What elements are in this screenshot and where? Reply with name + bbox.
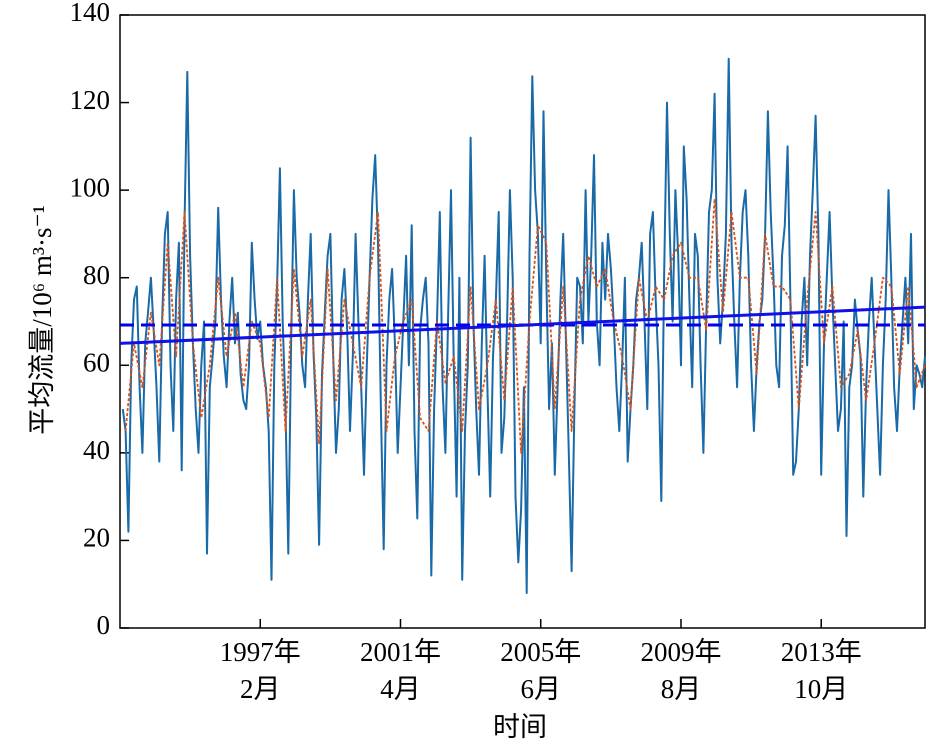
x-axis-label: 时间 [493,712,547,742]
x-tick-label: 1997年 [220,637,301,667]
x-tick-label: 10月 [794,674,848,704]
plot-frame [119,14,926,629]
x-tick-label: 2013年 [781,637,862,667]
y-tick-label: 60 [83,347,110,377]
series-line [119,305,926,345]
x-tick-label: 8月 [661,674,702,704]
x-tick-label: 4月 [380,674,421,704]
y-tick-label: 100 [70,172,111,202]
y-tick-label: 40 [83,435,110,465]
x-tick-label: 2005年 [500,637,581,667]
y-tick-label: 0 [97,610,111,640]
x-tick-label: 2001年 [360,637,441,667]
series-line [124,198,926,454]
y-tick-label: 20 [83,523,110,553]
y-axis-label: 平均流量/10⁶ m³·s⁻¹ [27,205,57,435]
y-tick-label: 80 [83,260,110,290]
y-tick-label: 140 [70,0,111,27]
y-tick-label: 120 [70,85,111,115]
x-tick-label: 2月 [240,674,281,704]
x-tick-label: 6月 [520,674,561,704]
x-tick-label: 2009年 [640,637,721,667]
